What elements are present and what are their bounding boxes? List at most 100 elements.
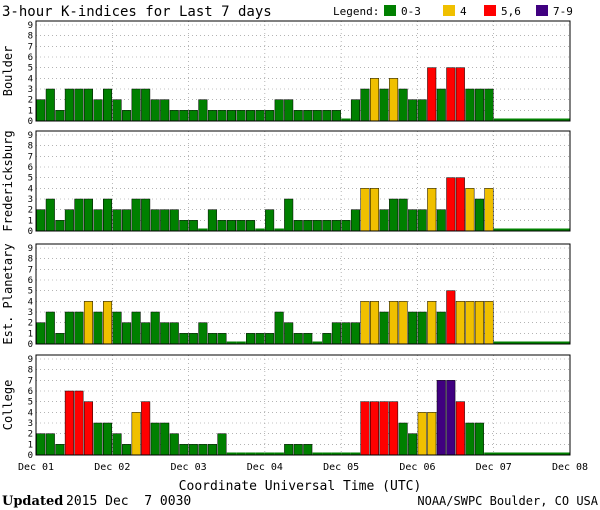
bar: [360, 401, 370, 456]
y-tick-label: 0: [28, 117, 33, 127]
y-tick-label: 8: [28, 32, 33, 42]
bar: [93, 209, 103, 232]
bar: [45, 311, 55, 345]
y-tick-label: 7: [28, 152, 33, 162]
bar: [188, 333, 198, 345]
bar: [83, 198, 93, 232]
bar: [112, 99, 122, 122]
bar: [446, 177, 456, 232]
bar: [246, 220, 256, 232]
bar: [455, 67, 465, 122]
bar: [179, 333, 189, 345]
chart-title: 3-hour K-indices for Last 7 days: [2, 4, 272, 20]
bar: [436, 88, 446, 122]
panels: 0123456789Boulder0123456789Fredericksbur…: [1, 20, 571, 461]
bar: [293, 444, 303, 456]
x-tick-label: Dec 04: [247, 462, 283, 473]
bar: [150, 99, 160, 122]
x-axis-label: Coordinate Universal Time (UTC): [179, 479, 422, 494]
bar: [36, 209, 46, 232]
bar: [303, 333, 313, 345]
y-tick-label: 2: [28, 206, 33, 216]
bar: [217, 110, 227, 122]
legend-item-label-0: 0-3: [401, 5, 421, 18]
y-tick-label: 6: [28, 163, 33, 173]
y-tick-label: 7: [28, 265, 33, 275]
bar: [455, 301, 465, 345]
bar: [55, 220, 65, 232]
bar: [236, 220, 246, 232]
bar: [408, 99, 418, 122]
bar: [379, 401, 389, 456]
bar: [150, 422, 160, 456]
bar: [131, 412, 141, 456]
bar: [446, 67, 456, 122]
bar: [255, 110, 265, 122]
bar: [169, 433, 179, 456]
bar: [465, 422, 475, 456]
bar: [74, 198, 84, 232]
bar: [179, 444, 189, 456]
bar: [207, 444, 217, 456]
bar: [303, 444, 313, 456]
bar: [45, 433, 55, 456]
bar: [389, 198, 399, 232]
bar: [455, 177, 465, 232]
y-tick-label: 9: [28, 244, 33, 254]
y-tick-label: 4: [28, 74, 33, 84]
legend-swatch-3: [536, 5, 548, 16]
bar: [217, 220, 227, 232]
legend-swatch-0: [384, 5, 396, 16]
legend-label: Legend:: [333, 5, 379, 18]
bar: [341, 322, 351, 345]
panel-border: [35, 20, 571, 122]
bar: [122, 110, 132, 122]
y-tick-label: 3: [28, 195, 33, 205]
bar: [350, 99, 360, 122]
bar: [331, 220, 341, 232]
bar: [417, 311, 427, 345]
bar: [389, 401, 399, 456]
x-tick-labels: Dec 01 Dec 02 Dec 03 Dec 04 Dec 05 Dec 06 Dec …: [18, 462, 588, 473]
bar: [465, 88, 475, 122]
bar: [398, 301, 408, 345]
y-tick-label: 4: [28, 184, 33, 194]
bar: [150, 311, 160, 345]
bar: [455, 401, 465, 456]
bar: [83, 88, 93, 122]
bar: [131, 198, 141, 232]
bar: [436, 209, 446, 232]
bar: [141, 198, 151, 232]
bar: [169, 322, 179, 345]
bar: [141, 322, 151, 345]
bar: [160, 209, 170, 232]
y-tick-label: 9: [28, 21, 33, 31]
bar: [274, 311, 284, 345]
y-tick-label: 1: [28, 106, 33, 116]
bar: [179, 110, 189, 122]
bar: [379, 209, 389, 232]
panel-name: Boulder: [1, 46, 15, 97]
bar: [217, 333, 227, 345]
bar: [255, 333, 265, 345]
y-tick-label: 8: [28, 255, 33, 265]
bar: [112, 209, 122, 232]
y-tick-label: 5: [28, 64, 33, 74]
bar: [74, 390, 84, 456]
bar: [474, 422, 484, 456]
bar: [122, 209, 132, 232]
x-tick-label: Dec 03: [171, 462, 207, 473]
bar: [198, 322, 208, 345]
y-tick-label: 4: [28, 297, 33, 307]
bar: [207, 110, 217, 122]
panel-border: [35, 354, 571, 456]
bar: [303, 110, 313, 122]
bar: [160, 99, 170, 122]
bar: [417, 412, 427, 456]
legend-item-label-1: 4: [460, 5, 467, 18]
bar: [188, 220, 198, 232]
